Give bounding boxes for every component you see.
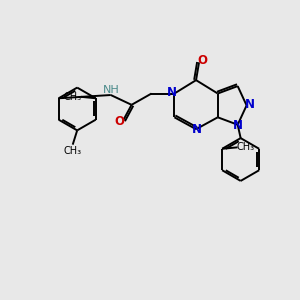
Text: CH₃: CH₃ [237,142,255,152]
Text: CH₃: CH₃ [64,146,82,156]
Text: NH: NH [103,85,120,95]
Text: CH₃: CH₃ [64,92,82,102]
Text: N: N [233,119,243,132]
Text: N: N [167,86,177,99]
Text: O: O [198,54,208,67]
Text: N: N [245,98,255,111]
Text: N: N [192,123,202,136]
Text: O: O [115,115,125,128]
